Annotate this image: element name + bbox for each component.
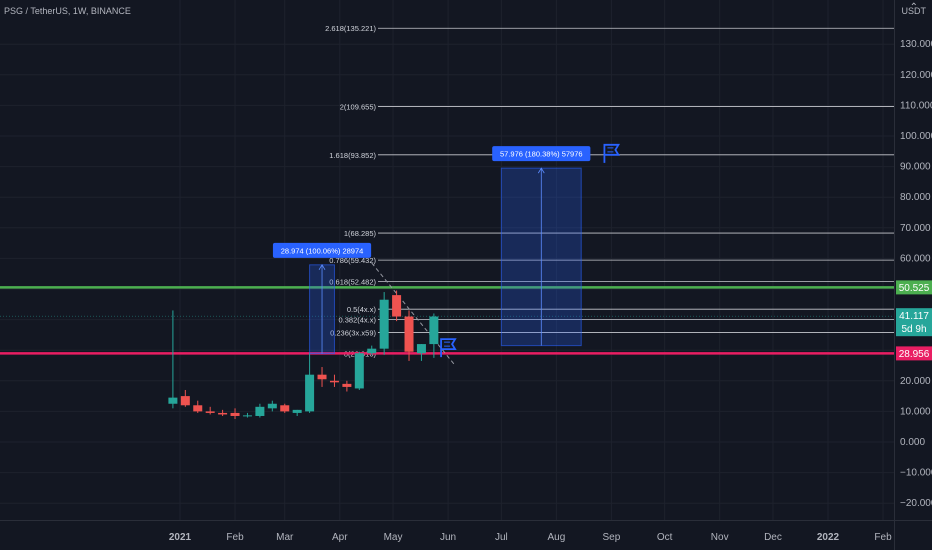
y-tick-label: 100.000 (900, 131, 932, 142)
currency-label: USDT (901, 6, 927, 16)
candle-body (367, 348, 377, 354)
fib-level-label: 0.618(52.482) (329, 277, 376, 286)
candle-body (255, 406, 265, 416)
measure-label-box (272, 242, 372, 258)
x-tick-label: Oct (657, 532, 673, 543)
y-tick-label: 130.000 (900, 39, 932, 50)
candle-body (205, 411, 215, 413)
y-tick-label: 0.000 (900, 437, 925, 448)
candle-body (329, 380, 339, 383)
candle-body (404, 316, 414, 352)
fib-level-label: 0.5(4x.x) (347, 305, 377, 314)
measure-label: 57.976 (180.38%) 57976 (500, 150, 583, 159)
candle-body (242, 415, 252, 417)
candle-body (392, 295, 402, 317)
trend-line (371, 262, 456, 366)
flag-icon-june[interactable] (440, 338, 457, 358)
x-tick-label: Sep (603, 532, 621, 543)
measure-arrow-head (537, 167, 545, 174)
fib-level-label: 2(109.655) (340, 102, 377, 111)
measure-arrow-head (318, 264, 326, 271)
x-tick-label: Dec (764, 532, 782, 543)
x-tick-label: Jul (495, 532, 508, 543)
x-tick-label: Feb (874, 532, 892, 543)
candle-body (230, 412, 240, 416)
collapse-icon[interactable]: ⌃ (909, 2, 918, 13)
candle-body (280, 405, 290, 412)
symbol-title: PSG / TetherUS, 1W, BINANCE (4, 6, 131, 16)
y-tick-label: 10.000 (900, 406, 931, 417)
fib-level-label: 0.382(4x.x) (338, 316, 376, 325)
candle-body (305, 374, 315, 412)
x-tick-label: 2022 (817, 532, 840, 543)
fib-level-label: 1.618(93.852) (329, 151, 376, 160)
x-tick-label: May (384, 532, 403, 543)
candle-body (292, 409, 302, 413)
candle-body (379, 299, 389, 349)
countdown-label: 5d 9h (901, 324, 926, 335)
fib-level-label: 2.618(135.221) (325, 24, 376, 33)
fib-level-label: 1(68.285) (344, 229, 377, 238)
fib-level-label: 0.236(3x.x59) (330, 329, 376, 338)
price-tag-label: 28.956 (899, 349, 930, 360)
candle-body (354, 353, 364, 389)
y-tick-label: 80.000 (900, 192, 931, 203)
candle-body (317, 374, 327, 380)
flag-icon-september[interactable] (603, 143, 620, 163)
y-tick-label: 20.000 (900, 376, 931, 387)
y-tick-label: 70.000 (900, 223, 931, 234)
price-tag (896, 346, 932, 361)
y-tick-label: −10.000 (900, 468, 932, 479)
candle-body (416, 344, 426, 354)
price-tag-label: 50.525 (899, 283, 930, 294)
candle-body (218, 412, 228, 415)
x-tick-label: Jun (440, 532, 456, 543)
x-tick-label: Mar (276, 532, 294, 543)
x-tick-label: 2021 (169, 532, 192, 543)
y-tick-label: 60.000 (900, 253, 931, 264)
candle-body (193, 405, 203, 412)
measure-label-box (492, 146, 591, 162)
fib-level-label: 0.786(59.432) (329, 256, 376, 265)
candle-body (180, 396, 190, 406)
last-price-label: 41.117 (899, 311, 929, 322)
x-tick-label: Nov (711, 532, 729, 543)
candle-body (429, 316, 439, 345)
price-tag (896, 280, 932, 295)
y-tick-label: −20.000 (900, 498, 932, 509)
candle-body (342, 383, 352, 387)
last-price-tag (896, 308, 932, 337)
y-tick-label: 110.000 (900, 100, 932, 111)
x-tick-label: Feb (226, 532, 244, 543)
y-tick-label: 120.000 (900, 70, 932, 81)
candle-body (267, 403, 277, 409)
candle-body (168, 397, 178, 404)
measure-label: 28.974 (100.06%) 28974 (281, 246, 364, 255)
x-tick-label: Apr (332, 532, 348, 543)
x-tick-label: Aug (547, 532, 565, 543)
y-tick-label: 90.000 (900, 162, 931, 173)
